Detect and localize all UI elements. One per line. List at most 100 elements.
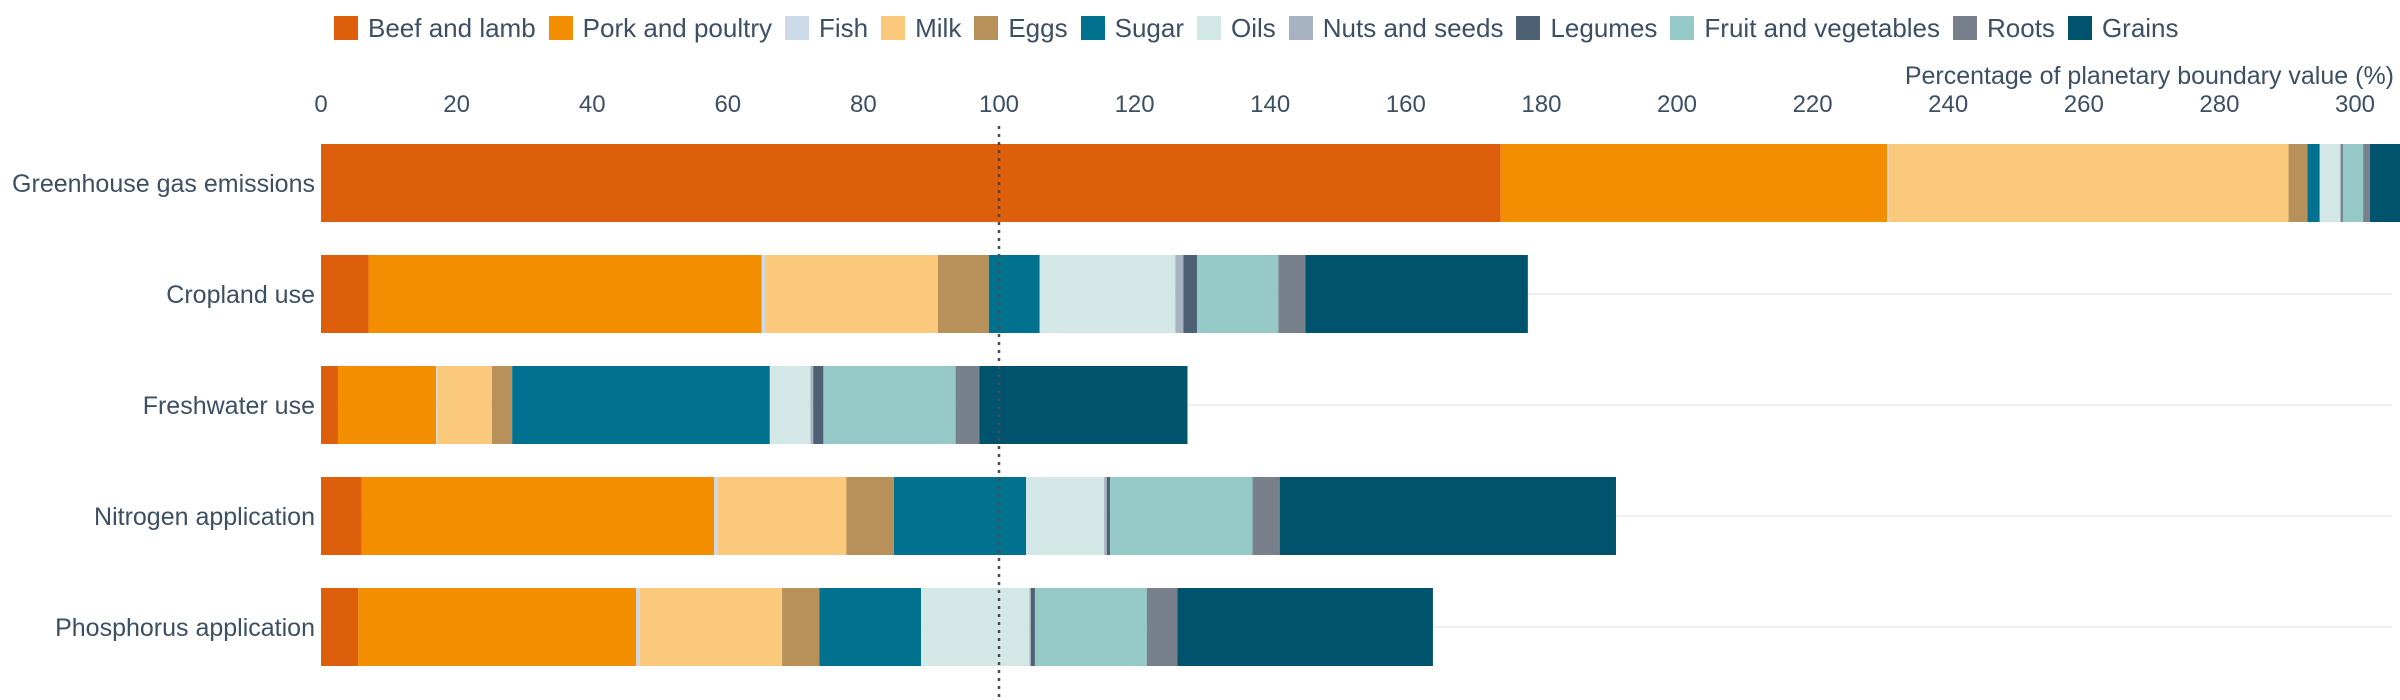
legend-swatch [1288, 16, 1313, 40]
x-tick-label: 160 [1386, 91, 1426, 118]
bar-segment-legumes [2341, 144, 2343, 222]
legend-label: Fish [819, 12, 869, 43]
bar-segment-fish [761, 255, 766, 333]
bars [321, 144, 2400, 666]
bar-row-freshwater-use [321, 366, 1188, 444]
bar-segment-legumes [1106, 477, 1111, 555]
bar-segment-pork-and-poultry [358, 588, 637, 666]
category-label: Phosphorus application [55, 614, 315, 642]
x-tick-label: 20 [443, 91, 470, 118]
legend-label: Nuts and seeds [1322, 12, 1504, 43]
bar-segment-fish [1887, 144, 1889, 222]
bar-segment-milk [437, 366, 492, 444]
x-tick-label: 220 [1793, 91, 1833, 118]
bar-segment-grains [979, 366, 1188, 444]
bar-segment-beef-and-lamb [321, 477, 362, 555]
bar-segment-eggs [491, 366, 513, 444]
bar-segment-sugar [512, 366, 770, 444]
bar-segment-pork-and-poultry [1500, 144, 1888, 222]
legend-swatch [2067, 16, 2092, 40]
legend-swatch [334, 16, 358, 40]
chart-legend: Beef and lamb Pork and poultry Fish Milk Egg… [334, 12, 2192, 44]
legend-label: Eggs [1008, 12, 1068, 43]
bar-segment-eggs [2288, 144, 2308, 222]
x-tick-label: 260 [2064, 91, 2104, 118]
legend-label: Sugar [1114, 12, 1184, 43]
legend-label: Legumes [1550, 12, 1658, 43]
legend-label: Beef and lamb [368, 12, 536, 43]
bar-row-phosphorus-application [321, 588, 1433, 666]
x-tick-label: 40 [579, 91, 606, 118]
legend-swatch [1516, 16, 1541, 40]
bar-row-greenhouse-gas-emissions [321, 144, 2400, 222]
bar-segment-eggs [782, 588, 820, 666]
bar-segment-oils [769, 366, 811, 444]
bar-segment-oils [921, 588, 1030, 666]
legend-item-grains: Grains [2067, 12, 2179, 44]
bar-segment-fruit-and-vegetables [823, 366, 956, 444]
category-label: Cropland use [166, 281, 315, 309]
bar-segment-eggs [937, 255, 989, 333]
bar-segment-roots [1252, 477, 1280, 555]
legend-swatch [548, 16, 573, 40]
legend-swatch [1197, 16, 1221, 40]
bar-segment-beef-and-lamb [321, 366, 338, 444]
category-label: Greenhouse gas emissions [12, 170, 315, 198]
x-axis-title: Percentage of planetary boundary value (… [1905, 62, 2394, 90]
bar-segment-beef-and-lamb [321, 588, 359, 666]
legend-swatch [881, 16, 906, 40]
bar-segment-nuts-and-seeds [1175, 255, 1184, 333]
bar-segment-milk [717, 477, 847, 555]
legend-item-milk: Milk [881, 13, 961, 44]
legend-item-sugar: Sugar [1080, 12, 1184, 44]
x-tick-label: 100 [979, 91, 1019, 118]
bar-segment-roots [2363, 144, 2370, 222]
legend-item-pork-and-poultry: Pork and poultry [548, 13, 772, 44]
bar-segment-pork-and-poultry [361, 477, 715, 555]
legend-item-fruit-and-vegetables: Fruit and vegetables [1670, 13, 1940, 44]
bar-segment-grains [1177, 588, 1433, 666]
bar-segment-beef-and-lamb [321, 255, 369, 333]
bar-segment-nuts-and-seeds [810, 366, 814, 444]
legend-swatch [1670, 16, 1695, 40]
bar-segment-grains [2369, 144, 2400, 222]
bar-row-cropland-use [321, 255, 1528, 333]
x-tick-label: 80 [850, 91, 877, 118]
bar-segment-legumes [813, 366, 824, 444]
bar-segment-sugar [988, 255, 1040, 333]
bar-segment-roots [955, 366, 980, 444]
legend-item-beef-and-lamb: Beef and lamb [334, 13, 536, 44]
bar-segment-milk [639, 588, 783, 666]
x-tick-label: 140 [1250, 91, 1290, 118]
legend-item-eggs: Eggs [974, 12, 1068, 44]
x-tick-label: 0 [314, 91, 327, 118]
bar-segment-milk [765, 255, 938, 333]
bar-segment-nuts-and-seeds [2340, 144, 2342, 222]
x-tick-label: 240 [1928, 91, 1968, 118]
legend-item-oils: Oils [1197, 13, 1276, 44]
bar-segment-nuts-and-seeds [1029, 588, 1031, 666]
bar-segment-fish [636, 588, 640, 666]
bar-segment-legumes [1183, 255, 1197, 333]
bar-segment-sugar [893, 477, 1027, 555]
bar-segment-grains [1279, 477, 1616, 555]
legend-swatch [785, 16, 809, 40]
legend-label: Roots [1987, 12, 2055, 43]
bar-segment-sugar [819, 588, 922, 666]
bar-segment-beef-and-lamb [321, 144, 1501, 222]
bar-segment-pork-and-poultry [337, 366, 437, 444]
x-tick-label: 280 [2199, 91, 2239, 118]
bar-segment-pork-and-poultry [368, 255, 762, 333]
bar-segment-oils [1026, 477, 1105, 555]
bar-segment-roots [1278, 255, 1306, 333]
legend-label: Grains [2101, 12, 2179, 43]
bar-segment-oils [1039, 255, 1176, 333]
bar-segment-fish [714, 477, 718, 555]
legend-item-fish: Fish [785, 13, 868, 44]
bar-row-nitrogen-application [321, 477, 1616, 555]
bar-segment-eggs [846, 477, 894, 555]
legend-item-roots: Roots [1953, 13, 2055, 44]
bar-segment-legumes [1030, 588, 1035, 666]
